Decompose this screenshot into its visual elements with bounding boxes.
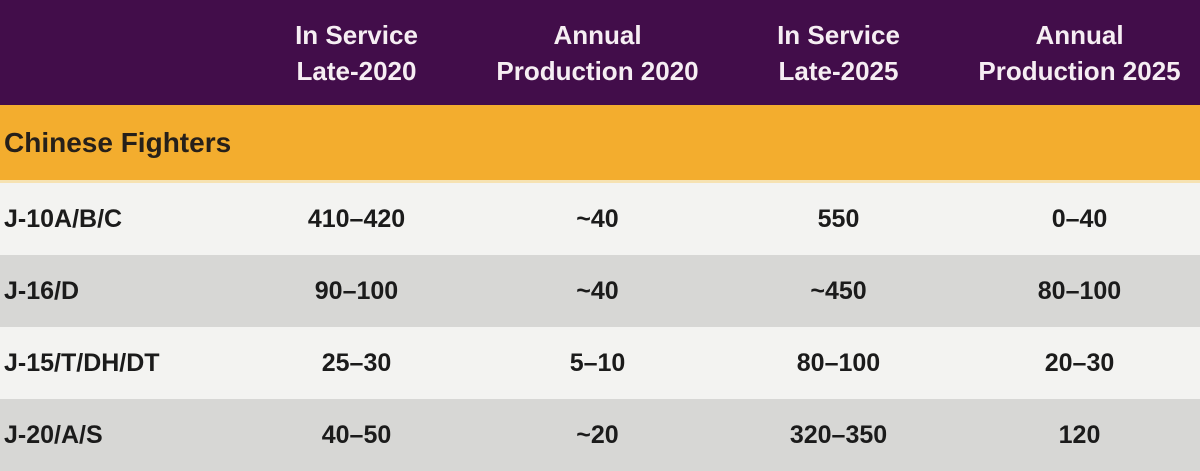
header-cell-empty <box>0 0 236 105</box>
table-row-j10: J-10A/B/C 410–420 ~40 550 0–40 <box>0 183 1200 255</box>
column-header-line: Annual <box>553 19 642 50</box>
cell-in-service-2020: 40–50 <box>321 420 392 449</box>
cell-in-service-2020: 90–100 <box>314 276 399 305</box>
cell-annual-production-2020: ~40 <box>576 276 619 305</box>
cell-in-service-2020: 410–420 <box>307 204 406 233</box>
column-header-line: In Service <box>777 19 900 50</box>
table-row-j16: J-16/D 90–100 ~40 ~450 80–100 <box>0 255 1200 327</box>
row-label: J-20/A/S <box>4 420 103 449</box>
row-label: J-15/T/DH/DT <box>4 348 160 377</box>
cell-annual-production-2020: ~20 <box>576 420 619 449</box>
cell-in-service-2025: 80–100 <box>796 348 881 377</box>
cell-annual-production-2020: 5–10 <box>569 348 626 377</box>
column-header-line: Production 2020 <box>496 55 699 86</box>
column-header-line: Annual <box>1035 19 1124 50</box>
column-header-in-service-2025: In Service Late-2025 <box>718 0 959 105</box>
column-header-in-service-2020: In Service Late-2020 <box>236 0 477 105</box>
cell-annual-production-2025: 0–40 <box>1051 204 1108 233</box>
cell-annual-production-2025: 120 <box>1058 420 1101 449</box>
cell-in-service-2025: ~450 <box>810 276 867 305</box>
column-header-annual-production-2020: Annual Production 2020 <box>477 0 718 105</box>
column-header-annual-production-2025: Annual Production 2025 <box>959 0 1200 105</box>
section-title: Chinese Fighters <box>4 126 232 158</box>
column-header-line: In Service <box>295 19 418 50</box>
cell-in-service-2025: 550 <box>817 204 860 233</box>
row-label: J-16/D <box>4 276 80 305</box>
table-header-row: In Service Late-2020 Annual Production 2… <box>0 0 1200 105</box>
column-header-line: Late-2025 <box>778 55 899 86</box>
cell-annual-production-2025: 80–100 <box>1037 276 1122 305</box>
table-row-j20: J-20/A/S 40–50 ~20 320–350 120 <box>0 399 1200 471</box>
table-row-j15: J-15/T/DH/DT 25–30 5–10 80–100 20–30 <box>0 327 1200 399</box>
column-header-line: Late-2020 <box>296 55 417 86</box>
cell-annual-production-2020: ~40 <box>576 204 619 233</box>
row-label: J-10A/B/C <box>4 204 123 233</box>
cell-in-service-2025: 320–350 <box>789 420 888 449</box>
cell-annual-production-2025: 20–30 <box>1044 348 1115 377</box>
column-header-line: Production 2025 <box>978 55 1181 86</box>
section-header-row: Chinese Fighters <box>0 105 1200 183</box>
cell-in-service-2020: 25–30 <box>321 348 392 377</box>
